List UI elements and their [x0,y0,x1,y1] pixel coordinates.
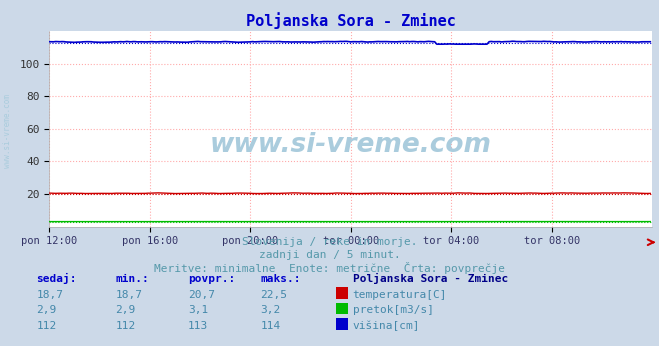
Text: 20,7: 20,7 [188,290,215,300]
Text: temperatura[C]: temperatura[C] [353,290,447,300]
Text: www.si-vreme.com: www.si-vreme.com [210,131,492,157]
Text: 22,5: 22,5 [260,290,287,300]
Text: 112: 112 [115,321,136,331]
Text: 2,9: 2,9 [115,305,136,315]
Text: Slovenija / reke in morje.: Slovenija / reke in morje. [242,237,417,247]
Text: 2,9: 2,9 [36,305,57,315]
Text: 18,7: 18,7 [36,290,63,300]
Text: Poljanska Sora - Zminec: Poljanska Sora - Zminec [353,273,508,284]
Text: pretok[m3/s]: pretok[m3/s] [353,305,434,315]
Text: 18,7: 18,7 [115,290,142,300]
Text: 113: 113 [188,321,208,331]
Text: www.si-vreme.com: www.si-vreme.com [3,94,13,169]
Text: povpr.:: povpr.: [188,274,235,284]
Text: višina[cm]: višina[cm] [353,320,420,331]
Text: 112: 112 [36,321,57,331]
Text: maks.:: maks.: [260,274,301,284]
Text: Meritve: minimalne  Enote: metrične  Črta: povprečje: Meritve: minimalne Enote: metrične Črta:… [154,262,505,274]
Text: 3,2: 3,2 [260,305,281,315]
Text: sedaj:: sedaj: [36,273,76,284]
Title: Poljanska Sora - Zminec: Poljanska Sora - Zminec [246,12,456,29]
Text: 114: 114 [260,321,281,331]
Text: 3,1: 3,1 [188,305,208,315]
Text: zadnji dan / 5 minut.: zadnji dan / 5 minut. [258,250,401,260]
Text: min.:: min.: [115,274,149,284]
